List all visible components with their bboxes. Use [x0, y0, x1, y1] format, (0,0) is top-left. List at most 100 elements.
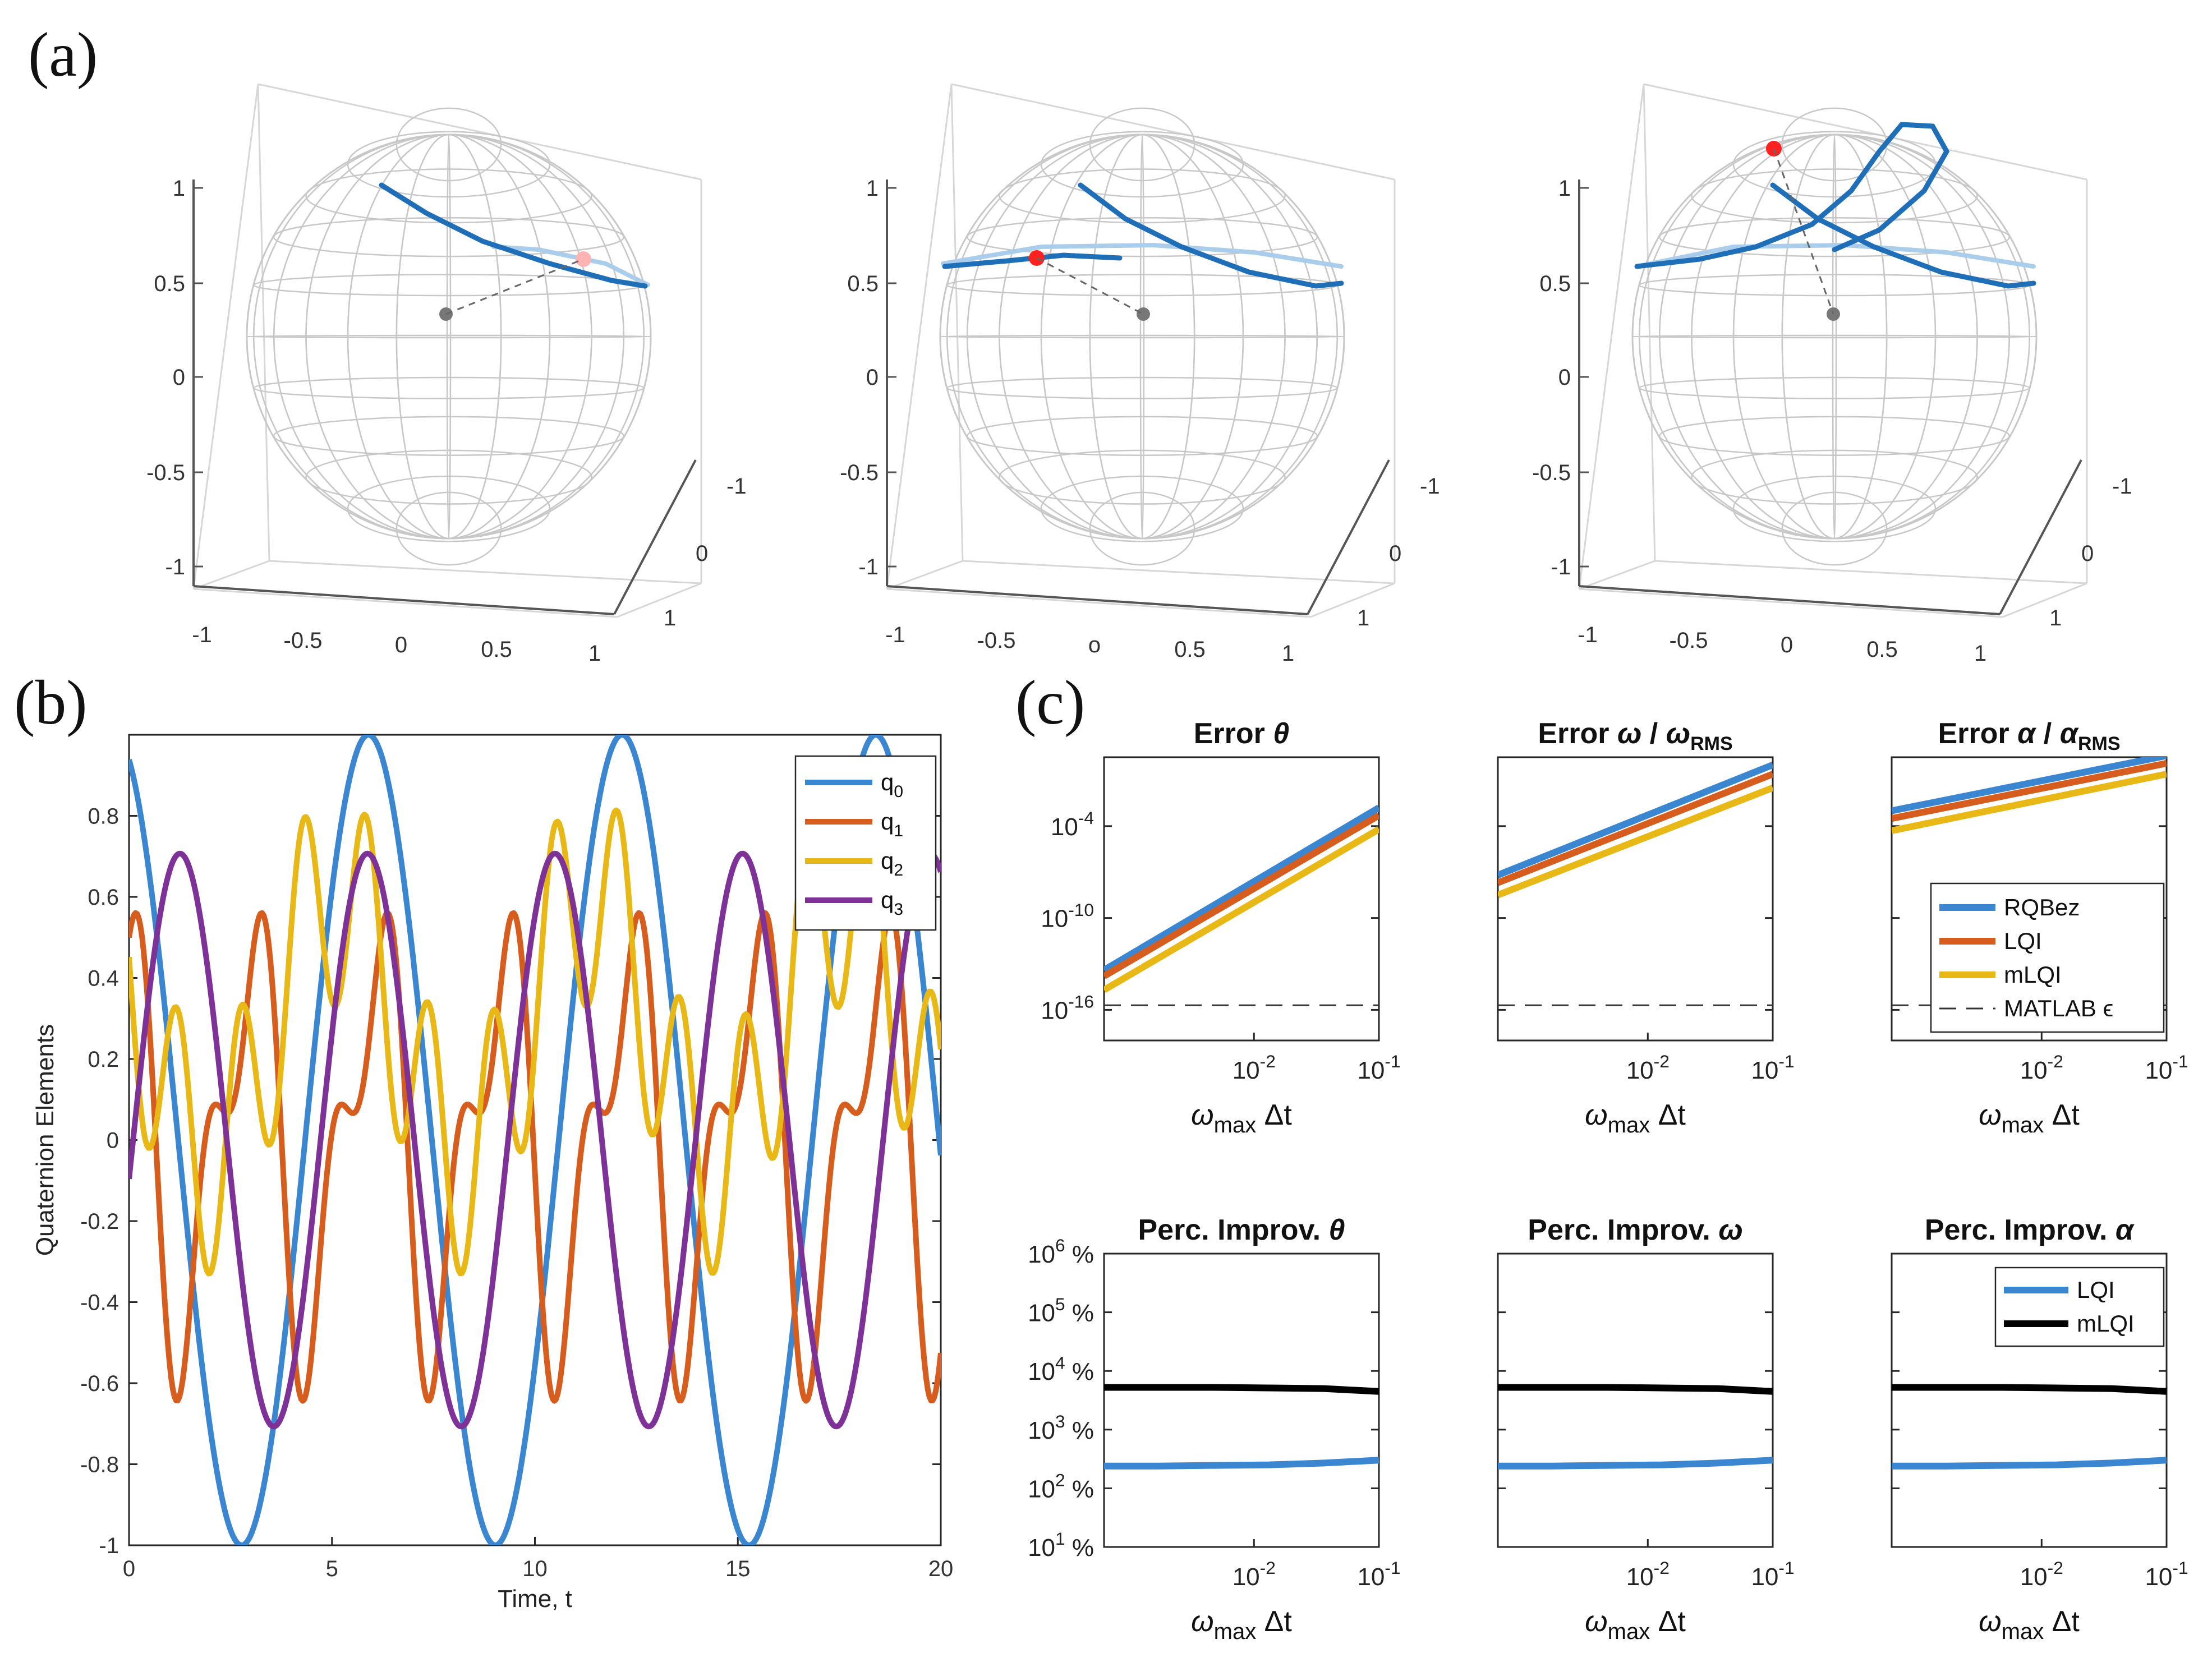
x-tick-label: 10-2 — [1626, 1051, 1670, 1084]
z-tick-label: 0.5 — [847, 271, 879, 296]
legend-label: LQI — [2077, 1277, 2115, 1303]
x-tick-label: 1 — [588, 641, 601, 666]
panel-title: Perc. Improv. ω — [1528, 1214, 1742, 1246]
error-panel-3: Error α / αRMS 10-2 10-1 ωmax Δt RQBez LQI mLQ… — [1891, 717, 2188, 1138]
latitude-line — [273, 416, 625, 456]
panel-title: Perc. Improv. θ — [1138, 1214, 1345, 1246]
trajectory — [1634, 122, 2036, 321]
longitude-line — [1732, 133, 1937, 540]
series-line-mLQI — [1498, 785, 1773, 899]
x-axis — [193, 585, 615, 615]
x-tick-label: 0.5 — [1866, 637, 1898, 662]
longitude-line — [1658, 133, 2011, 540]
y-tick-label: 106 % — [1028, 1235, 1094, 1268]
improvement-panel-2: Perc. Improv. ω 10-2 10-1 ωmax Δt — [1497, 1214, 1795, 1644]
latitude-line — [305, 449, 592, 505]
y-tick-label: -1 — [99, 1534, 119, 1558]
x-tick-label: 10 — [522, 1557, 548, 1581]
longitude-line — [1639, 133, 2030, 540]
trajectory-back — [491, 245, 650, 287]
z-tick-label: -1 — [165, 555, 185, 579]
error-legend: RQBez LQI mLQI MATLAB ϵ — [1930, 882, 2165, 1033]
series-line-mLQI — [1104, 1384, 1379, 1395]
z-tick-label: 0 — [173, 365, 185, 390]
error-panel-2: Error ω / ωRMS 10-2 10-1 ωmax Δt — [1497, 717, 1795, 1138]
x-axis-label: ωmax Δt — [1585, 1605, 1686, 1644]
series-line-RQBez — [1892, 757, 2167, 814]
latitude-line — [305, 168, 592, 224]
y-tick-label: 101 % — [1028, 1528, 1094, 1562]
longitude-line — [1658, 133, 2011, 540]
x-axis-label: Time, t — [498, 1585, 572, 1613]
x-tick-label: 10-2 — [1233, 1558, 1276, 1591]
panel-title: Error α / αRMS — [1938, 717, 2120, 754]
marker-link — [445, 258, 584, 315]
longitude-line — [946, 133, 1338, 540]
box-edge — [962, 560, 1395, 584]
x-tick-label: 0.5 — [481, 637, 512, 662]
x-axis — [1579, 585, 2001, 615]
latitude-line — [966, 416, 1318, 456]
x-tick-label: 10-2 — [2020, 1051, 2063, 1084]
x-tick-label: 10-2 — [2020, 1558, 2063, 1591]
y-tick-label: 10-10 — [1041, 900, 1094, 933]
latitude-line — [246, 334, 652, 339]
y-tick-label: 0 — [1389, 541, 1401, 566]
box-edge — [193, 560, 270, 590]
x-axis-label: ωmax Δt — [1979, 1099, 2080, 1138]
y-tick-label: -0.8 — [80, 1453, 119, 1477]
y-tick-label: 10-16 — [1041, 992, 1094, 1025]
z-tick-label: 1 — [173, 176, 185, 201]
legend-label-q1: q1 — [881, 808, 903, 840]
longitude-line — [246, 133, 652, 540]
box-edge — [886, 588, 1311, 618]
x-tick-label: -1 — [192, 623, 212, 647]
series-line-LQI — [1498, 1457, 1773, 1470]
sphere-wireframe — [939, 107, 1345, 566]
latitude-line — [1658, 217, 2011, 257]
x-tick-label: 10-1 — [2145, 1558, 2188, 1591]
x-tick-label: 10-1 — [2145, 1051, 2188, 1084]
y-tick-label: 1 — [1357, 606, 1369, 630]
series-group — [1104, 804, 1379, 1006]
legend-label-q0: q0 — [881, 769, 903, 801]
legend-label: mLQI — [2077, 1310, 2135, 1337]
longitude-line — [1832, 133, 1837, 540]
plot-frame — [1497, 756, 1774, 1042]
box-edge — [1310, 582, 1395, 618]
error-panel-1: Error θ 10-4 10-10 10-16 10-2 10-1 ωmax Δt — [1041, 717, 1400, 1138]
panel-label-b: (b) — [14, 668, 88, 738]
panel-label-a: (a) — [28, 20, 98, 90]
z-tick-label: 0.5 — [154, 271, 185, 296]
longitude-line — [253, 133, 645, 540]
y-tick-label: -0.6 — [80, 1371, 119, 1396]
panel-title: Perc. Improv. α — [1925, 1214, 2135, 1246]
x-tick-label: 0 — [123, 1557, 135, 1581]
box-edge — [1643, 83, 2087, 181]
longitude-line — [946, 133, 1338, 540]
longitude-line — [1631, 133, 2038, 540]
latitude-line — [939, 334, 1345, 339]
series-line-LQI — [1104, 812, 1379, 979]
series-line-RQBez — [1104, 804, 1379, 973]
box-edge — [1578, 84, 1645, 590]
longitude-line — [999, 133, 1286, 540]
longitude-line — [1040, 133, 1244, 540]
y-tick-label: -0.4 — [80, 1291, 119, 1315]
z-tick-label: 1 — [1558, 176, 1571, 201]
legend-label-q2: q2 — [881, 848, 903, 879]
sphere-outline — [1631, 133, 2038, 540]
y-tick-label: 0 — [2081, 541, 2094, 566]
legend-label: mLQI — [2004, 961, 2062, 988]
box-edge — [951, 83, 1395, 181]
longitude-line — [273, 133, 625, 540]
x-tick-label: 1 — [1282, 641, 1294, 666]
series-line-mLQI — [1892, 1384, 2167, 1395]
improvement-panel-3: Perc. Improv. α 10-2 10-1 ωmax Δt LQI mLQI — [1891, 1214, 2188, 1644]
x-tick-label: 10-1 — [1357, 1558, 1400, 1591]
z-tick-label: 0 — [866, 365, 879, 390]
series-line-mLQI — [1104, 826, 1379, 993]
box-edge — [257, 83, 702, 181]
x-tick-label: -1 — [1578, 623, 1598, 647]
panel-title: Error θ — [1194, 717, 1290, 750]
